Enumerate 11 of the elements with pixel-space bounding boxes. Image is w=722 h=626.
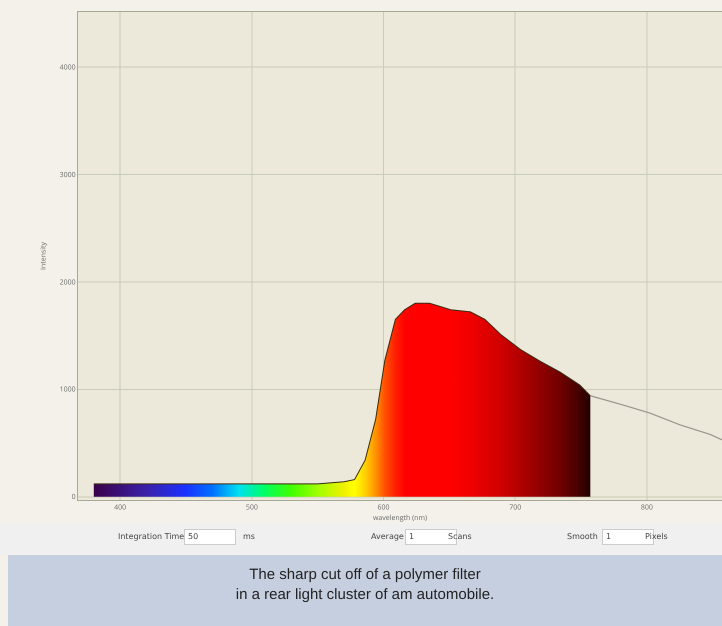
text: 1 <box>606 532 612 541</box>
text: Scans <box>448 532 472 541</box>
text: 1 <box>409 532 414 541</box>
line-series <box>590 395 722 440</box>
text: ms <box>243 532 255 541</box>
text: Integration Time <box>118 532 184 541</box>
text: Smooth <box>567 532 598 541</box>
text: 50 <box>188 532 198 541</box>
text: Pixels <box>645 532 668 541</box>
text: Average <box>371 532 404 541</box>
text: The sharp cut off of a polymer filter in a rear light cluster of am automobile. <box>8 555 722 626</box>
